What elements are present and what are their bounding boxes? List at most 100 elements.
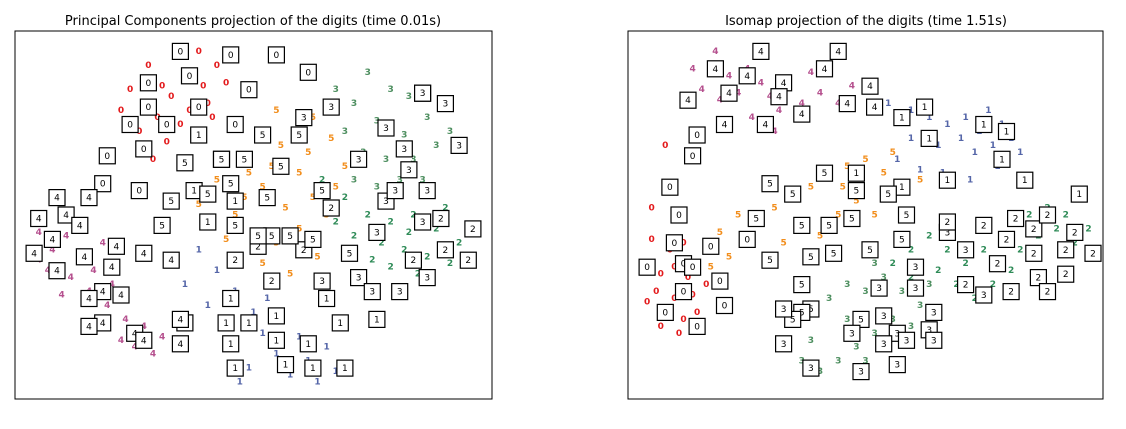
isomap-thumbnail-frame: [711, 272, 729, 290]
pca-thumbnail-frame: [171, 310, 189, 328]
isomap-thumbnail-frame: [997, 122, 1016, 141]
pca-thumbnail-frame: [304, 230, 322, 248]
pca-digit-point: 5: [196, 200, 202, 210]
isomap-thumbnail-digit: 0: [676, 211, 682, 221]
isomap-thumbnail-digit: 2: [1045, 288, 1051, 298]
isomap-digit-thumbnail: 0: [670, 206, 688, 224]
pca-thumbnail-digit: 3: [374, 228, 380, 238]
isomap-digit-point: 5: [844, 162, 850, 172]
pca-thumbnail-digit: 5: [205, 190, 211, 200]
pca-thumbnail-frame: [80, 289, 98, 308]
isomap-digit-thumbnail: 0: [738, 230, 756, 248]
pca-digit-thumbnail: 5: [176, 154, 194, 172]
isomap-thumbnail-digit: 3: [881, 340, 887, 350]
isomap-digit-thumbnail: 0: [683, 147, 702, 165]
isomap-thumbnail-frame: [847, 164, 866, 182]
pca-digit-thumbnail: 1: [190, 126, 208, 144]
pca-digit-point: 1: [273, 350, 279, 360]
isomap-thumbnail-digit: 5: [826, 221, 832, 231]
isomap-digit-point: 0: [658, 270, 664, 280]
isomap-thumbnail-frame: [975, 115, 993, 134]
pca-digit-point: 0: [200, 82, 206, 92]
pca-digit-point: 4: [118, 336, 124, 346]
isomap-thumbnail-digit: 5: [790, 315, 796, 325]
isomap-thumbnail-frame: [893, 230, 911, 248]
isomap-thumbnail-digit: 3: [858, 368, 864, 378]
pca-thumbnail-frame: [199, 213, 217, 231]
pca-digit-point: 4: [150, 350, 156, 360]
isomap-digit-point: 3: [862, 357, 868, 367]
pca-digit-thumbnail: 4: [57, 206, 75, 224]
pca-digit-point: 3: [387, 85, 393, 95]
isomap-digit-thumbnail: 5: [861, 241, 879, 259]
isomap-thumbnail-frame: [861, 241, 879, 259]
pca-thumbnail-digit: 3: [319, 277, 325, 287]
isomap-digit-point: 3: [853, 343, 859, 353]
isomap-thumbnail-digit: 1: [922, 103, 928, 113]
isomap-digit-thumbnail: 5: [761, 175, 779, 193]
pca-thumbnail-frame: [226, 115, 244, 134]
pca-digit-point: 5: [269, 162, 275, 172]
pca-digit-point: 3: [410, 155, 416, 165]
pca-thumbnail-frame: [304, 359, 322, 377]
isomap-digit-thumbnail: 3: [906, 279, 925, 297]
isomap-digit-point: 0: [671, 294, 677, 304]
pca-thumbnail-frame: [436, 94, 454, 113]
isomap-digit-point: 0: [689, 291, 695, 301]
isomap-thumbnail-digit: 1: [945, 176, 951, 186]
pca-thumbnail-digit: 2: [443, 246, 449, 256]
isomap-digit-thumbnail: 4: [738, 67, 756, 85]
pca-digit-thumbnail: 5: [304, 230, 322, 248]
pca-digit-thumbnail: 4: [25, 244, 43, 262]
isomap-thumbnail-frame: [761, 175, 779, 193]
pca-thumbnail-digit: 2: [438, 215, 444, 225]
isomap-thumbnail-digit: 0: [722, 302, 728, 312]
isomap-thumbnail-digit: 5: [867, 246, 873, 256]
isomap-thumbnail-frame: [1025, 220, 1043, 238]
pca-digit-thumbnail: 5: [290, 126, 308, 144]
isomap-digit-thumbnail: 2: [1006, 209, 1025, 228]
pca-digit-thumbnail: 3: [350, 150, 368, 168]
isomap-digit-point: 1: [972, 148, 978, 158]
isomap-thumbnail-digit: 2: [1045, 211, 1051, 221]
pca-digit-thumbnail: 2: [464, 220, 482, 238]
isomap-digit-point: 0: [680, 315, 686, 325]
pca-thumbnail-frame: [139, 74, 157, 92]
pca-digit-point: 3: [397, 176, 403, 186]
pca-digit-point: 5: [310, 193, 316, 203]
isomap-thumbnail-digit: 3: [913, 263, 919, 273]
pca-digit-thumbnail: 5: [226, 216, 244, 234]
pca-digit-point: 2: [369, 256, 375, 266]
pca-thumbnail-digit: 3: [401, 145, 407, 155]
pca-digit-point: 0: [136, 127, 142, 137]
pca-thumbnail-frame: [30, 209, 48, 228]
pca-digit-thumbnail: 3: [313, 272, 331, 290]
pca-digit-point: 2: [365, 211, 371, 221]
isomap-digit-point: 4: [817, 89, 823, 99]
pca-thumbnail-digit: 4: [168, 256, 174, 266]
pca-thumbnail-frame: [391, 283, 409, 301]
pca-digit-point: 3: [365, 68, 371, 78]
isomap-digit-point: 5: [817, 231, 823, 241]
isomap-thumbnail-frame: [774, 300, 793, 318]
isomap-digit-point: 5: [871, 211, 877, 221]
pca-digit-thumbnail: 5: [249, 227, 267, 245]
pca-digit-thumbnail: 4: [30, 209, 48, 228]
isomap-digit-point: 0: [680, 238, 686, 248]
pca-thumbnail-digit: 1: [191, 187, 197, 197]
pca-digit-thumbnail: 5: [340, 244, 359, 262]
isomap-thumbnail-digit: 0: [690, 152, 696, 162]
isomap-digit-point: 0: [648, 235, 654, 245]
isomap-thumbnail-digit: 4: [722, 121, 728, 131]
isomap-thumbnail-frame: [665, 234, 684, 252]
isomap-thumbnail-digit: 4: [835, 47, 841, 57]
pca-thumbnail-frame: [222, 289, 240, 308]
isomap-digit-point: 3: [808, 336, 814, 346]
pca-thumbnail-digit: 1: [310, 364, 316, 374]
isomap-thumbnail-digit: 4: [744, 72, 750, 82]
pca-thumbnail-frame: [158, 115, 176, 134]
pca-thumbnail-digit: 4: [100, 319, 106, 329]
pca-digit-point: 0: [205, 99, 211, 109]
pca-thumbnail-digit: 4: [118, 291, 124, 301]
pca-thumbnail-digit: 2: [411, 256, 417, 266]
